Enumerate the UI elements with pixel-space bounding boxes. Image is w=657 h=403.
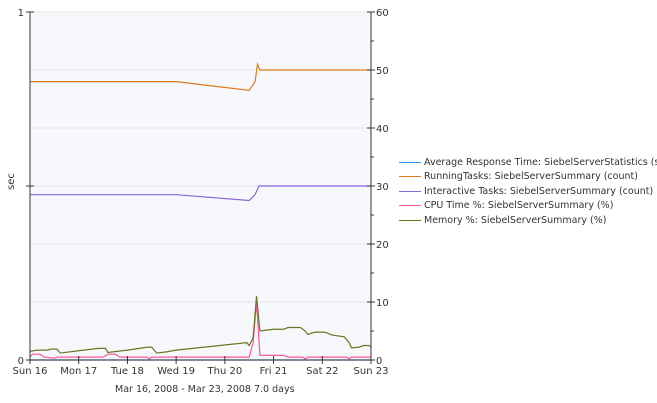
x-tick-label: Thu 20 (207, 366, 243, 377)
left-tick-label: 1 (18, 8, 24, 19)
legend-item[interactable]: Average Response Time: SiebelServerStati… (399, 155, 657, 170)
x-tick-label: Fri 21 (260, 366, 288, 377)
x-tick-label: Sat 22 (306, 366, 338, 377)
series-line (30, 61, 371, 91)
left-tick-label: 0 (18, 356, 24, 367)
right-tick-label: 30 (376, 182, 389, 193)
legend-swatch (399, 161, 421, 163)
legend-swatch (399, 219, 421, 221)
legend-label: Memory %: SiebelServerSummary (%) (424, 214, 607, 226)
y-axis-label: sec (6, 173, 17, 190)
legend-label: RunningTasks: SiebelServerSummary (count… (424, 171, 638, 183)
x-tick-label: Wed 19 (157, 366, 195, 377)
legend: Average Response Time: SiebelServerStati… (399, 155, 657, 228)
legend-item[interactable]: CPU Time %: SiebelServerSummary (%) (399, 199, 657, 214)
right-tick-label: 20 (376, 240, 389, 251)
legend-item[interactable]: Memory %: SiebelServerSummary (%) (399, 213, 657, 228)
legend-swatch (399, 176, 421, 178)
legend-swatch (399, 205, 421, 207)
legend-label: CPU Time %: SiebelServerSummary (%) (424, 200, 614, 212)
legend-label: Average Response Time: SiebelServerStati… (424, 156, 657, 168)
x-tick-label: Sun 23 (354, 366, 389, 377)
x-tick-label: Sun 16 (13, 366, 48, 377)
series-line (29, 296, 372, 354)
right-tick-label: 40 (376, 124, 389, 135)
legend-swatch (399, 190, 421, 192)
right-tick-label: 0 (376, 356, 382, 367)
legend-item[interactable]: Interactive Tasks: SiebelServerSummary (… (399, 184, 657, 199)
x-tick-label: Tue 18 (110, 366, 144, 377)
x-tick-label: Mon 17 (60, 366, 97, 377)
legend-label: Interactive Tasks: SiebelServerSummary (… (424, 185, 654, 197)
series-line (30, 185, 371, 202)
series-line (29, 301, 371, 360)
legend-item[interactable]: RunningTasks: SiebelServerSummary (count… (399, 170, 657, 185)
right-tick-label: 50 (376, 66, 389, 77)
right-tick-label: 60 (376, 8, 389, 19)
date-range-label: Mar 16, 2008 - Mar 23, 2008 7.0 days (115, 384, 295, 395)
right-tick-label: 10 (376, 298, 389, 309)
